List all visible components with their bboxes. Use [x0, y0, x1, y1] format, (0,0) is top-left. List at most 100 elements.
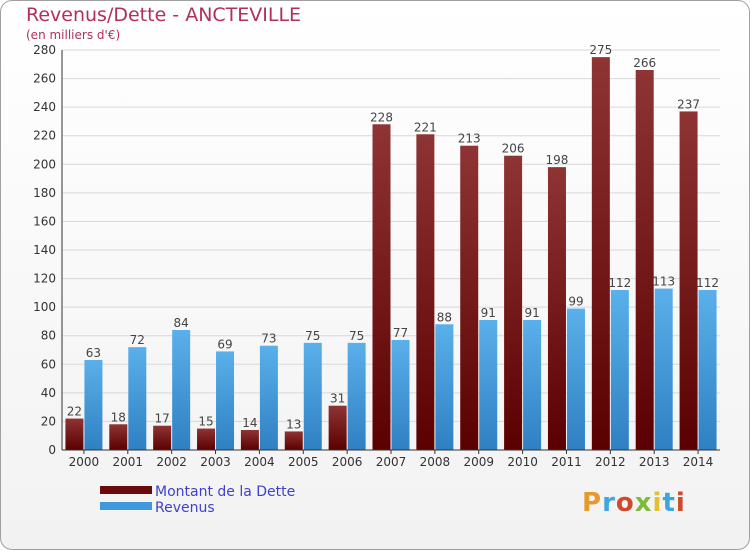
bar-dette-value-label: 266	[633, 56, 656, 70]
y-tick-label: 100	[33, 300, 56, 314]
bar-dette	[197, 428, 216, 450]
bar-revenus-value-label: 112	[696, 276, 719, 290]
bar-revenus-value-label: 69	[217, 337, 232, 351]
y-tick-label: 160	[33, 214, 56, 228]
logo-letter: i	[675, 488, 686, 518]
y-tick-label: 240	[33, 100, 56, 114]
bar-revenus-value-label: 63	[86, 346, 101, 360]
bar-dette-value-label: 22	[67, 405, 82, 419]
bar-dette	[65, 418, 84, 450]
bar-revenus	[347, 342, 366, 450]
chart-subtitle: (en milliers d'€)	[26, 28, 121, 42]
bar-revenus-value-label: 84	[174, 316, 189, 330]
bar-dette	[635, 70, 654, 450]
bar-dette-value-label: 13	[286, 417, 301, 431]
bar-dette	[284, 431, 303, 450]
bar-dette-value-label: 206	[502, 142, 525, 156]
bar-revenus	[479, 320, 498, 450]
bar-revenus-value-label: 99	[568, 295, 583, 309]
bar-dette	[591, 57, 610, 451]
bar-revenus	[698, 290, 717, 450]
legend-label-dette: Montant de la Dette	[155, 484, 296, 500]
bar-revenus-value-label: 77	[393, 326, 408, 340]
bar-dette-value-label: 213	[458, 132, 481, 146]
logo-letter: P	[582, 488, 603, 518]
bar-revenus	[435, 324, 454, 450]
chart-title: Revenus/Dette - ANCTEVILLE	[26, 4, 302, 26]
bar-dette-value-label: 275	[589, 43, 612, 57]
bar-revenus	[610, 290, 629, 450]
bar-revenus	[84, 360, 103, 450]
x-tick-label: 2001	[113, 455, 144, 469]
bar-revenus-value-label: 91	[481, 306, 496, 320]
logo-letter: o	[615, 488, 635, 518]
bar-dette-value-label: 221	[414, 120, 437, 134]
bar-dette-value-label: 18	[111, 410, 126, 424]
bar-dette	[460, 145, 479, 450]
bar-revenus-value-label: 88	[437, 310, 452, 324]
proxiti-logo: Proxiti	[582, 488, 686, 518]
y-tick-label: 220	[33, 129, 56, 143]
y-tick-label: 60	[41, 357, 56, 371]
bar-revenus	[391, 340, 410, 450]
bar-dette	[240, 430, 259, 450]
y-tick-label: 0	[48, 443, 56, 457]
bar-revenus-value-label: 91	[524, 306, 539, 320]
logo-letter: x	[634, 488, 653, 518]
x-tick-label: 2008	[420, 455, 451, 469]
bar-dette	[547, 167, 566, 450]
bar-revenus-value-label: 113	[652, 275, 675, 289]
legend-swatch-revenus	[100, 502, 152, 510]
bar-dette	[153, 425, 172, 450]
y-tick-label: 140	[33, 243, 56, 257]
bar-revenus-value-label: 75	[349, 329, 364, 343]
bar-dette-value-label: 198	[546, 153, 569, 167]
bar-revenus	[259, 345, 278, 450]
bar-dette-value-label: 14	[242, 416, 257, 430]
bar-revenus	[566, 308, 585, 450]
x-tick-label: 2009	[463, 455, 494, 469]
bar-revenus	[172, 330, 191, 450]
y-tick-label: 120	[33, 272, 56, 286]
x-tick-label: 2007	[376, 455, 407, 469]
y-tick-label: 180	[33, 186, 56, 200]
bar-revenus	[523, 320, 542, 450]
bar-revenus	[654, 288, 673, 450]
bar-dette-value-label: 17	[155, 412, 170, 426]
logo-letter: i	[652, 488, 663, 518]
grid-layer	[62, 49, 720, 451]
bar-dette-value-label: 237	[677, 97, 700, 111]
x-tick-label: 2014	[683, 455, 714, 469]
x-tick-label: 2005	[288, 455, 319, 469]
x-tick-label: 2002	[156, 455, 187, 469]
y-tick-label: 80	[41, 329, 56, 343]
y-tick-label: 260	[33, 72, 56, 86]
y-tick-label: 280	[33, 43, 56, 57]
logo-letter: t	[662, 488, 676, 518]
bar-revenus-value-label: 73	[261, 332, 276, 346]
bar-dette	[416, 134, 435, 451]
bar-revenus	[216, 351, 235, 450]
y-tick-label: 20	[41, 414, 56, 428]
bar-revenus	[128, 347, 147, 450]
x-tick-label: 2010	[507, 455, 538, 469]
bar-dette	[372, 124, 391, 451]
bar-revenus	[303, 342, 322, 450]
bar-dette	[328, 405, 347, 450]
x-tick-label: 2013	[639, 455, 670, 469]
bar-dette-value-label: 15	[198, 415, 213, 429]
x-tick-label: 2011	[551, 455, 582, 469]
y-tick-label: 40	[41, 386, 56, 400]
y-tick-label: 200	[33, 157, 56, 171]
x-tick-label: 2003	[200, 455, 231, 469]
legend-label-revenus: Revenus	[155, 500, 215, 516]
bar-revenus-value-label: 72	[130, 333, 145, 347]
x-tick-label: 2000	[69, 455, 100, 469]
axis-layer: 0 20 40 60 80 100 120 140 160 180 200 220 240 260 280 2…	[33, 43, 720, 469]
x-tick-label: 2004	[244, 455, 275, 469]
logo-letter: r	[602, 488, 616, 518]
legend-swatch-dette	[100, 486, 152, 494]
bar-dette	[504, 155, 523, 450]
x-tick-label: 2006	[332, 455, 363, 469]
bar-revenus-value-label: 75	[305, 329, 320, 343]
